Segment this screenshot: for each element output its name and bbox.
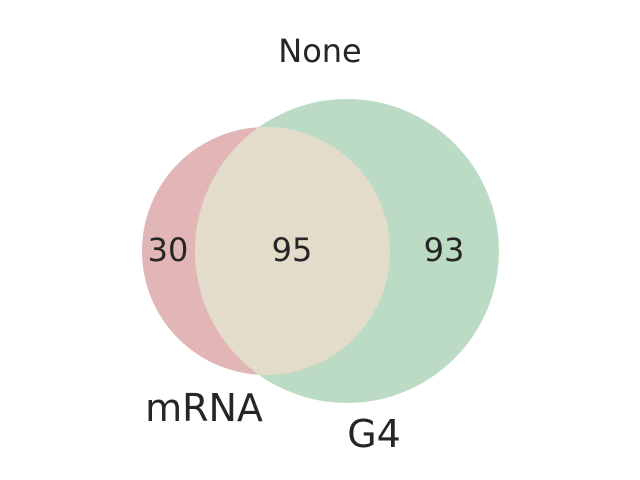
count-intersection: 95 <box>272 231 313 269</box>
diagram-title: None <box>278 32 361 70</box>
count-g4-only: 93 <box>424 231 465 269</box>
set-label-g4: G4 <box>347 412 401 456</box>
intersection-region <box>195 127 390 375</box>
count-mrna-only: 30 <box>148 231 189 269</box>
set-label-mrna: mRNA <box>145 386 263 430</box>
